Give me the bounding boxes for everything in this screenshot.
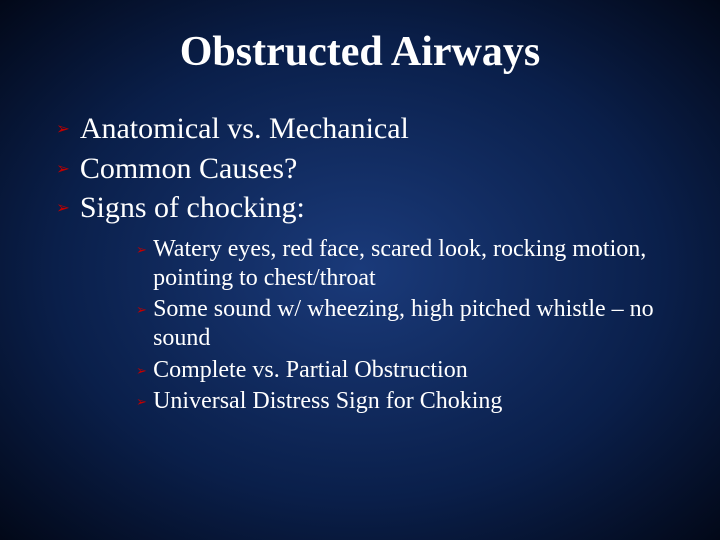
- slide-container: Obstructed Airways ➢ Anatomical vs. Mech…: [0, 0, 720, 540]
- bullet-icon: ➢: [56, 159, 70, 180]
- bullet-text: Universal Distress Sign for Choking: [153, 387, 670, 416]
- bullet-icon: ➢: [136, 363, 147, 379]
- bullet-text: Watery eyes, red face, scared look, rock…: [153, 235, 670, 294]
- slide-title: Obstructed Airways: [50, 28, 670, 76]
- bullet-text: Complete vs. Partial Obstruction: [153, 356, 670, 385]
- bullet-icon: ➢: [136, 302, 147, 318]
- list-item: ➢ Anatomical vs. Mechanical: [56, 110, 670, 148]
- bullet-icon: ➢: [136, 394, 147, 410]
- sub-bullet-list: ➢ Watery eyes, red face, scared look, ro…: [50, 235, 670, 417]
- main-bullet-list: ➢ Anatomical vs. Mechanical ➢ Common Cau…: [50, 110, 670, 227]
- bullet-icon: ➢: [56, 198, 70, 219]
- list-item: ➢ Universal Distress Sign for Choking: [136, 387, 670, 416]
- bullet-text: Anatomical vs. Mechanical: [80, 110, 670, 148]
- list-item: ➢ Some sound w/ wheezing, high pitched w…: [136, 295, 670, 354]
- bullet-text: Some sound w/ wheezing, high pitched whi…: [153, 295, 670, 354]
- list-item: ➢ Complete vs. Partial Obstruction: [136, 356, 670, 385]
- list-item: ➢ Signs of chocking:: [56, 189, 670, 227]
- list-item: ➢ Watery eyes, red face, scared look, ro…: [136, 235, 670, 294]
- bullet-icon: ➢: [136, 242, 147, 258]
- bullet-text: Common Causes?: [80, 150, 670, 188]
- list-item: ➢ Common Causes?: [56, 150, 670, 188]
- bullet-icon: ➢: [56, 119, 70, 140]
- bullet-text: Signs of chocking:: [80, 189, 670, 227]
